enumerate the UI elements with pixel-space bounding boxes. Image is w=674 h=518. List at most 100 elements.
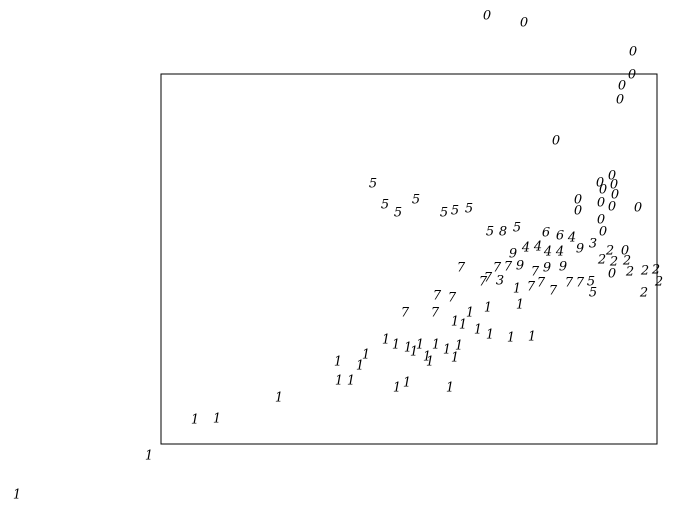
digit-point: 5 [381,198,389,213]
digit-point: 0 [616,93,624,108]
digit-point: 5 [369,177,377,192]
digit-point: 1 [516,298,524,313]
digit-point: 2 [640,264,649,279]
digit-point: 4 [533,240,542,255]
digit-point: 1 [426,355,434,370]
digit-point: 0 [597,213,605,228]
digit-point: 1 [404,341,412,356]
digit-point: 9 [576,242,584,257]
digit-point: 1 [145,449,153,464]
digit-point: 1 [392,338,400,353]
digit-point: 7 [479,275,488,290]
digit-point: 5 [412,193,420,208]
digit-point: 0 [618,79,626,94]
digit-point: 3 [496,274,504,289]
digit-point: 1 [410,345,418,360]
digit-point: 2 [625,265,634,280]
digit-point: 1 [423,350,431,365]
digit-point: 5 [440,206,448,221]
digit-point: 5 [451,204,459,219]
digit-point: 1 [513,282,521,297]
digit-point: 7 [531,265,540,280]
digit-point: 1 [443,343,451,358]
digit-point: 0 [608,267,616,282]
digit-point: 6 [542,226,550,241]
digit-point: 9 [516,259,524,274]
digit-point: 3 [589,237,597,252]
digit-point: 1 [451,351,459,366]
digit-point: 0 [520,16,528,31]
digit-point: 0 [621,244,629,259]
digit-point: 6 [556,229,564,244]
digit-point: 0 [608,169,616,184]
digit-point: 9 [543,261,551,276]
digit-point: 2 [639,286,648,301]
digit-point: 1 [393,381,401,396]
digit-point: 1 [347,374,355,389]
digit-point: 0 [628,68,636,83]
digit-point: 4 [567,231,576,246]
digit-point: 0 [599,225,607,240]
digit-point: 1 [459,318,467,333]
digit-point: 7 [549,284,558,299]
digit-point: 7 [537,276,546,291]
digit-point: 0 [610,178,618,193]
digit-point: 5 [513,221,521,236]
digit-point: 7 [576,276,585,291]
digit-point: 1 [191,413,199,428]
digit-point: 0 [574,204,582,219]
digit-point: 1 [528,330,536,345]
digit-point: 7 [401,306,410,321]
digit-point: 2 [651,263,660,278]
digit-point: 0 [634,201,642,216]
digit-point: 0 [608,200,616,215]
digit-point: 1 [455,339,463,354]
digit-point: 1 [403,376,411,391]
digit-point: 7 [448,291,457,306]
digit-point: 1 [362,348,370,363]
digit-point: 5 [587,275,595,290]
digit-point: 1 [356,359,364,374]
digit-point: 7 [433,289,442,304]
digit-point: 4 [543,245,552,260]
digit-point: 2 [609,255,618,270]
digit-point: 1 [13,488,21,503]
digit-point: 1 [275,391,283,406]
digit-point: 9 [559,260,567,275]
digit-point: 9 [509,247,517,262]
digit-point: 2 [597,253,606,268]
digit-point: 2 [654,275,663,290]
digit-point: 1 [416,338,424,353]
digit-point: 1 [382,333,390,348]
plot-frame [160,73,658,445]
digit-point: 5 [465,202,473,217]
digit-point: 5 [486,225,494,240]
digit-point: 1 [486,328,494,343]
digit-point: 7 [493,261,502,276]
digit-point: 0 [611,188,619,203]
digit-point: 2 [605,244,614,259]
digit-point: 7 [457,261,466,276]
digit-point: 0 [483,9,491,24]
digit-point: 0 [599,183,607,198]
digit-point: 1 [507,331,515,346]
digit-point: 5 [394,206,402,221]
digit-point: 0 [597,196,605,211]
digit-point: 7 [484,271,493,286]
digit-point: 1 [466,306,474,321]
digit-point: 1 [446,381,454,396]
digit-point: 1 [451,315,459,330]
digit-point: 7 [504,260,513,275]
digit-point: 4 [555,245,564,260]
digit-point: 1 [432,338,440,353]
digit-point: 0 [629,45,637,60]
digit-point: 7 [565,276,574,291]
digit-point: 2 [622,254,631,269]
digit-point: 1 [334,355,342,370]
digit-point: 1 [484,301,492,316]
digit-point: 0 [552,134,560,149]
digit-point: 1 [335,374,343,389]
digit-point: 1 [213,412,221,427]
digit-point: 7 [431,306,440,321]
